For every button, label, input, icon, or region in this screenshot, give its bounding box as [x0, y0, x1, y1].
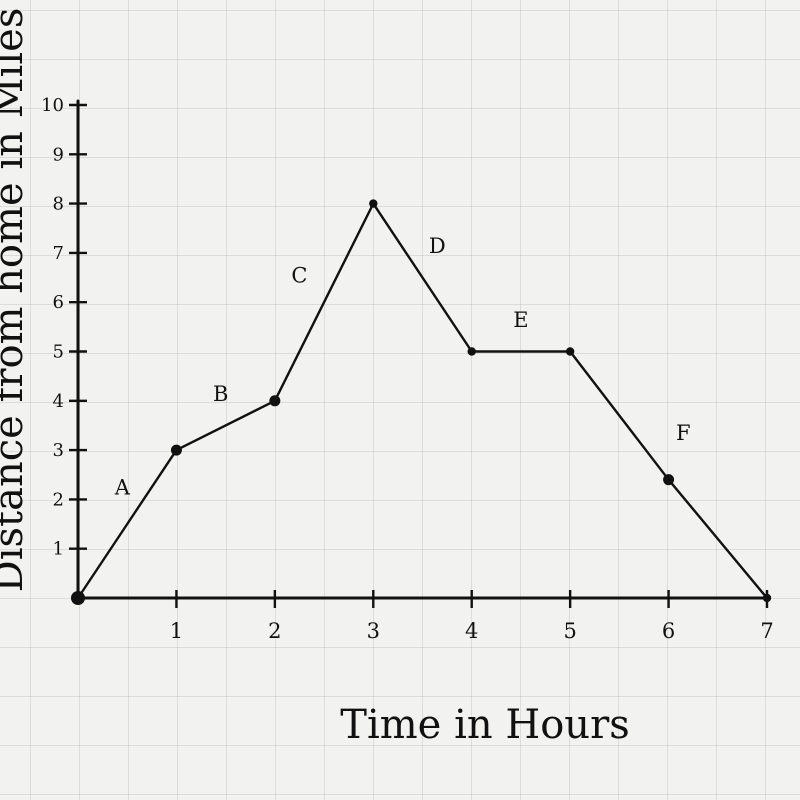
segment-label: C: [291, 263, 307, 287]
segment-label: D: [429, 234, 446, 258]
data-point: [170, 444, 182, 456]
y-tick-label: 7: [53, 243, 64, 264]
x-tick-label: 5: [563, 619, 576, 643]
data-point: [71, 591, 85, 605]
axes: [72, 99, 771, 600]
y-tick-label: 5: [53, 342, 64, 363]
x-tick-label: 2: [268, 619, 281, 643]
y-tick-label: 4: [53, 391, 64, 412]
segment-label: F: [676, 421, 691, 445]
y-tick-label: 3: [53, 440, 64, 461]
x-tick-label: 6: [662, 619, 675, 643]
y-tick-label: 10: [41, 95, 64, 116]
data-point: [467, 347, 476, 356]
data-point: [762, 593, 772, 603]
y-tick-label: 6: [53, 292, 64, 313]
data-points: [71, 199, 772, 605]
data-point: [369, 199, 378, 208]
segment-label: B: [213, 382, 228, 406]
x-axis-title: Time in Hours: [340, 702, 629, 748]
y-tick-label: 9: [53, 144, 64, 165]
series-line: [76, 202, 769, 600]
segment-label: A: [114, 475, 131, 499]
y-axis-title: Distance from home in Miles: [0, 8, 32, 593]
data-point: [269, 395, 281, 407]
segment-label: E: [513, 308, 528, 332]
segment-labels: A B C D E F: [114, 234, 691, 500]
data-point: [565, 347, 575, 356]
y-ticks: 1 2 3 4 5 6 7 8 9 10: [41, 95, 87, 560]
x-tick-label: 4: [465, 619, 478, 643]
data-point: [663, 474, 675, 486]
y-tick-label: 2: [53, 489, 64, 510]
x-tick-label: 7: [760, 619, 773, 643]
y-tick-label: 1: [53, 539, 64, 560]
x-ticks: 1 2 3 4 5 6 7: [170, 590, 774, 643]
y-tick-label: 8: [53, 194, 64, 215]
x-tick-label: 1: [170, 619, 183, 643]
x-tick-label: 3: [367, 619, 380, 643]
